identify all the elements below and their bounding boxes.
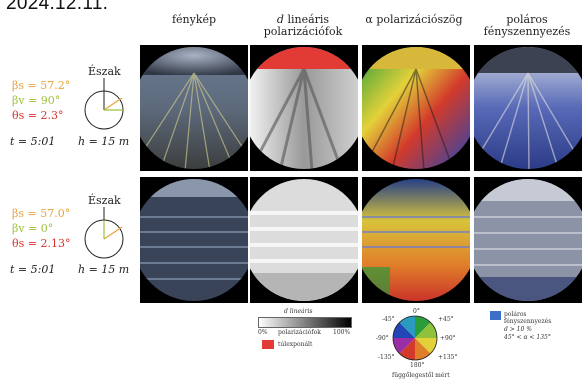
row2-theta-s: θs = 2.13° [12,237,71,250]
row2-height: h = 15 m [78,263,130,276]
row1-parameters: Észak βs = 57.2° βv = 90° θs = 2.3° t = … [0,64,140,174]
row2-geometry-diagram [84,207,124,259]
aop-label-top: 0° [413,308,420,315]
row1-aop-panel [361,45,470,171]
dop-header-symbol: d [276,13,284,26]
aop-label-tl: -45° [382,316,395,323]
row1-dop-panel [248,45,358,171]
legend-dop-title: d lineáris [284,308,313,315]
column-header-aop: α polarizációszög [358,14,470,26]
legend-dop: d lineáris 0% polarizációfok 100% túlexp… [248,308,358,368]
aop-header-text: α polarizációszög [365,13,463,26]
overexposed-swatch [262,340,274,349]
legend-dop-min: 0% [258,329,268,336]
north-label: Észak [88,194,121,207]
legend-dop-gradient [258,317,352,328]
aop-caption: függőlegestől mért [392,372,450,379]
row2-parameters: Észak βs = 57.0° βv = 0° θs = 2.13° t = … [0,193,140,303]
row2-beta-v: βv = 0° [12,222,54,235]
row1-beta-s: βs = 57.2° [12,79,71,92]
north-label: Észak [88,65,121,78]
dop-header-word: lineáris [287,13,330,26]
row1-photo-panel [140,45,255,171]
pol-header-line1: poláros [506,13,548,26]
legend-pol-line1: poláros [504,311,527,318]
row2-time: t = 5:01 [10,263,56,276]
dop-header-line2: polarizációfok [263,25,343,38]
aop-label-bottom: 180° [410,362,425,369]
row1-pol-panel [468,45,583,171]
legend-aop: 0° -45° +45° -90° +90° -135° +135° 180° … [360,306,470,382]
column-header-photo: fénykép [140,14,248,26]
aop-label-bl: -135° [378,354,395,361]
row1-geometry-diagram [84,78,124,130]
row1-time: t = 5:01 [10,135,56,148]
row2-beta-s: βs = 57.0° [12,207,71,220]
legend-pol-line2: fényszennyezés [504,318,552,325]
pol-swatch [490,311,501,320]
aop-color-wheel [392,315,438,361]
legend-dop-middle: polarizációfok [278,329,321,336]
aop-label-tr: +45° [438,316,454,323]
row2-aop-panel [362,177,470,303]
pol-header-line2: fényszennyezés [483,25,571,38]
column-header-dop: d lineáris polarizációfok [248,14,358,38]
photo-header-text: fénykép [171,13,217,26]
legend-pol-line3: d > 10 % [504,326,532,333]
date-label: 2024.12.11. [6,0,109,14]
row2-pol-panel [474,177,582,303]
legend-pol: poláros fényszennyezés d > 10 % 45° < α … [490,310,582,350]
row2-photo-panel [140,177,248,303]
row1-theta-s: θs = 2.3° [12,109,64,122]
fisheye-image-grid [140,45,583,303]
column-header-pol: poláros fényszennyezés [472,14,582,38]
legend-overexposed-label: túlexponált [278,341,313,348]
legend-pol-line4: 45° < α < 135° [504,334,551,341]
legend-dop-max: 100% [333,329,351,336]
aop-label-right: +90° [440,335,456,342]
row2-dop-panel [250,177,358,303]
row1-beta-v: βv = 90° [12,94,61,107]
aop-label-left: -90° [376,335,389,342]
row1-height: h = 15 m [78,135,130,148]
aop-label-br: +135° [438,354,458,361]
